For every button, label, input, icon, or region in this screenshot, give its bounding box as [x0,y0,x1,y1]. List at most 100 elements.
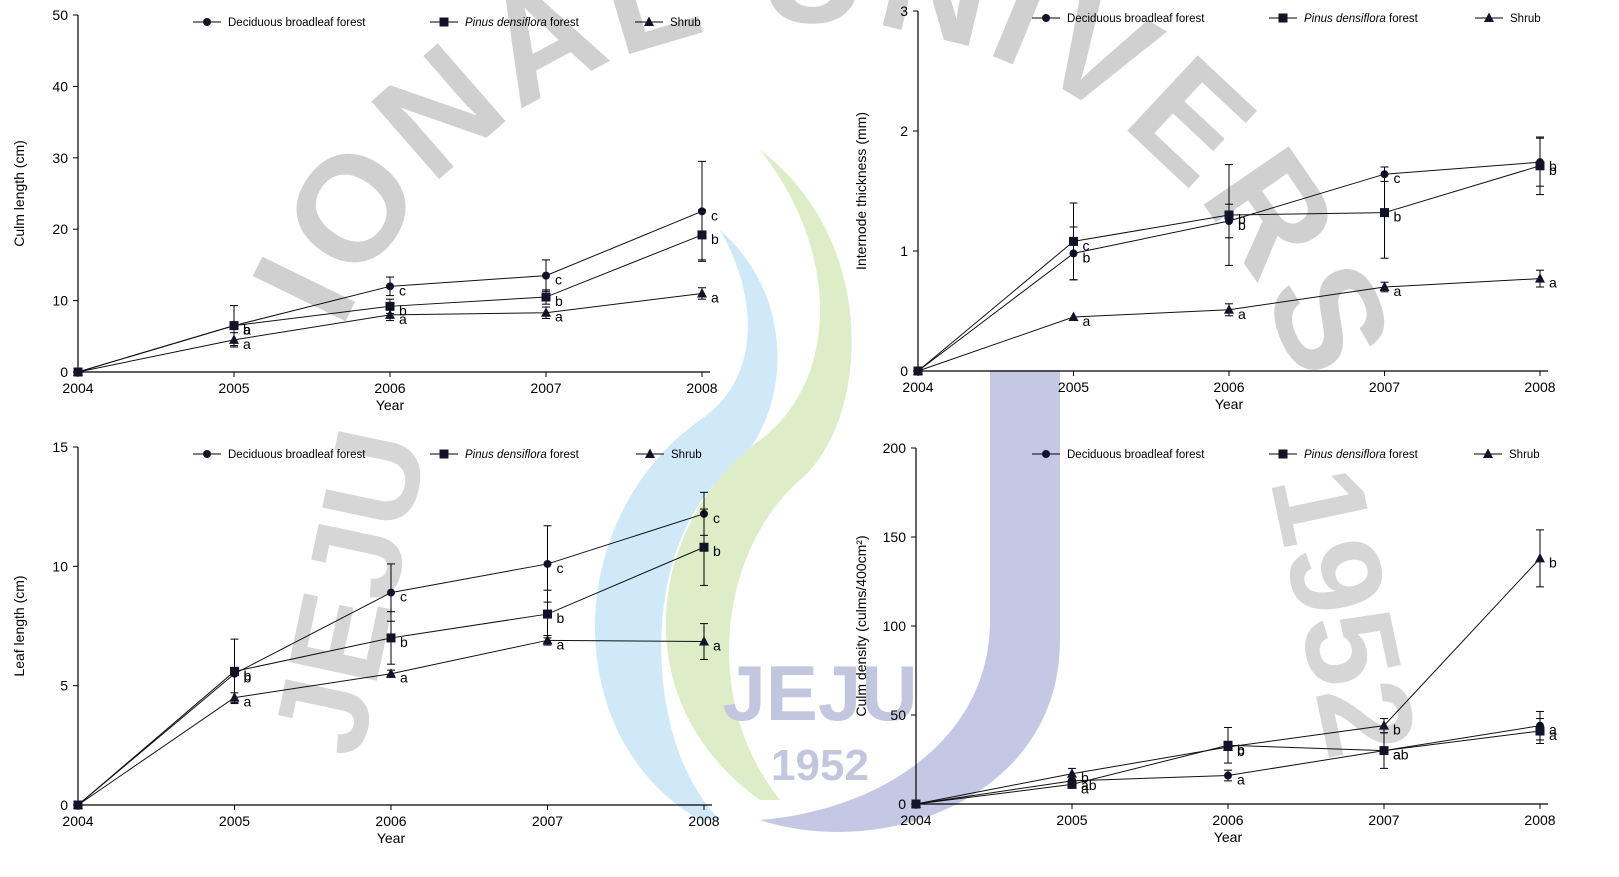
significance-label: a [711,289,719,305]
significance-label: c [400,589,407,605]
x-tick-label: 2008 [1524,812,1555,828]
x-tick-label: 2005 [1056,812,1087,828]
y-tick-label: 0 [60,797,68,813]
significance-label: a [1549,275,1557,291]
significance-label: a [557,636,565,652]
data-point [1224,304,1234,314]
y-tick-label: 10 [52,558,68,574]
significance-label: a [243,322,251,338]
legend-item: Shrub [636,448,702,461]
x-tick-label: 2005 [219,813,250,829]
series-triangle: a a a a [73,623,721,809]
culm-length-chart: 0 10 20 30 40 50 2004 2005 2006 2007 2008 Year Culm … [11,7,719,413]
data-point [1379,746,1389,756]
significance-label: a [1393,747,1401,763]
significance-label: a [1083,313,1091,329]
significance-label: a [244,694,252,710]
legend-item: Deciduous broadleaf forest [193,449,366,461]
legend-marker [1042,14,1050,22]
legend: Deciduous broadleaf forest Pinus densiflo… [193,448,702,461]
significance-label: a [399,311,407,327]
y-tick-label: 10 [52,293,68,309]
data-point [386,282,394,291]
x-tick-label: 2007 [530,380,561,396]
x-tick-label: 2006 [1213,379,1244,395]
data-point [1535,552,1545,563]
data-point [229,692,240,702]
legend-label: Shrub [1510,13,1541,25]
x-tick-label: 2007 [1369,379,1400,395]
data-point [385,309,395,319]
legend: Deciduous broadleaf forest Pinus densiflo… [1032,448,1540,461]
series-square: b b b b [73,508,721,810]
legend-label: Deciduous broadleaf forest [1067,449,1205,461]
significance-label: a [400,670,408,686]
significance-label: b [399,302,407,318]
data-point [1380,208,1389,218]
significance-label: c [1394,170,1401,186]
series-line [77,639,705,806]
significance-label: a [1394,283,1402,299]
data-point [1535,726,1545,736]
significance-label: b [1081,770,1089,786]
x-tick-label: 2004 [62,813,93,829]
data-point [73,799,83,809]
legend-item: Deciduous broadleaf forest [1032,449,1205,461]
legend-item: Pinus densiflora forest [1269,13,1419,25]
x-tick-label: 2006 [374,380,405,396]
data-point [913,365,923,375]
x-axis-label: Year [1215,396,1244,412]
legend-marker [1484,12,1494,22]
data-point [542,271,550,280]
y-tick-label: 2 [900,123,908,139]
data-point [385,301,395,311]
legend-item: Pinus densiflora forest [1269,449,1419,461]
significance-label: a [713,638,721,654]
legend-label: Shrub [671,449,702,461]
data-point [543,559,552,568]
legend-item: Shrub [635,16,701,29]
legend-label-italic: Pinus densiflora [465,449,547,461]
legend-marker [203,450,211,458]
x-tick-label: 2007 [532,813,563,829]
significance-label: b [1549,554,1557,570]
y-tick-label: 15 [52,439,68,455]
significance-label: a [1549,727,1557,743]
data-point [1069,236,1078,246]
x-tick-label: 2004 [62,380,93,396]
data-point [1224,210,1234,220]
legend-label: Pinus densiflora forest [1304,449,1419,461]
series-triangle: b b b b [911,529,1557,808]
y-tick-label: 50 [890,707,906,723]
y-tick-label: 3 [900,3,908,19]
legend-marker [203,18,211,26]
data-point [1535,161,1545,171]
y-tick-label: 0 [900,363,908,379]
x-tick-label: 2008 [1524,379,1555,395]
significance-label: b [243,322,251,338]
x-axis-label: Year [1214,829,1243,845]
series-square: cb bb [913,136,1557,376]
legend-marker [439,17,449,27]
data-point [1224,771,1232,780]
significance-label: b [711,231,719,247]
leaf-length-chart: 0 5 10 15 2004 2005 2006 2007 2008 Year Leaf lengt… [11,439,721,846]
data-point [1067,779,1077,789]
x-tick-label: 2004 [902,379,933,395]
data-point [73,366,83,376]
x-tick-label: 2008 [688,813,719,829]
series-line [915,558,1541,805]
y-axis-label: Internode thickness (mm) [853,112,869,270]
significance-label: a [243,336,251,352]
legend-label-suffix: forest [547,449,580,461]
data-point [1223,741,1233,752]
legend-label: Deciduous broadleaf forest [228,17,366,29]
data-point [1379,281,1390,291]
significance-label: c [399,282,406,298]
x-axis-label: Year [376,397,405,413]
data-point [230,666,239,676]
